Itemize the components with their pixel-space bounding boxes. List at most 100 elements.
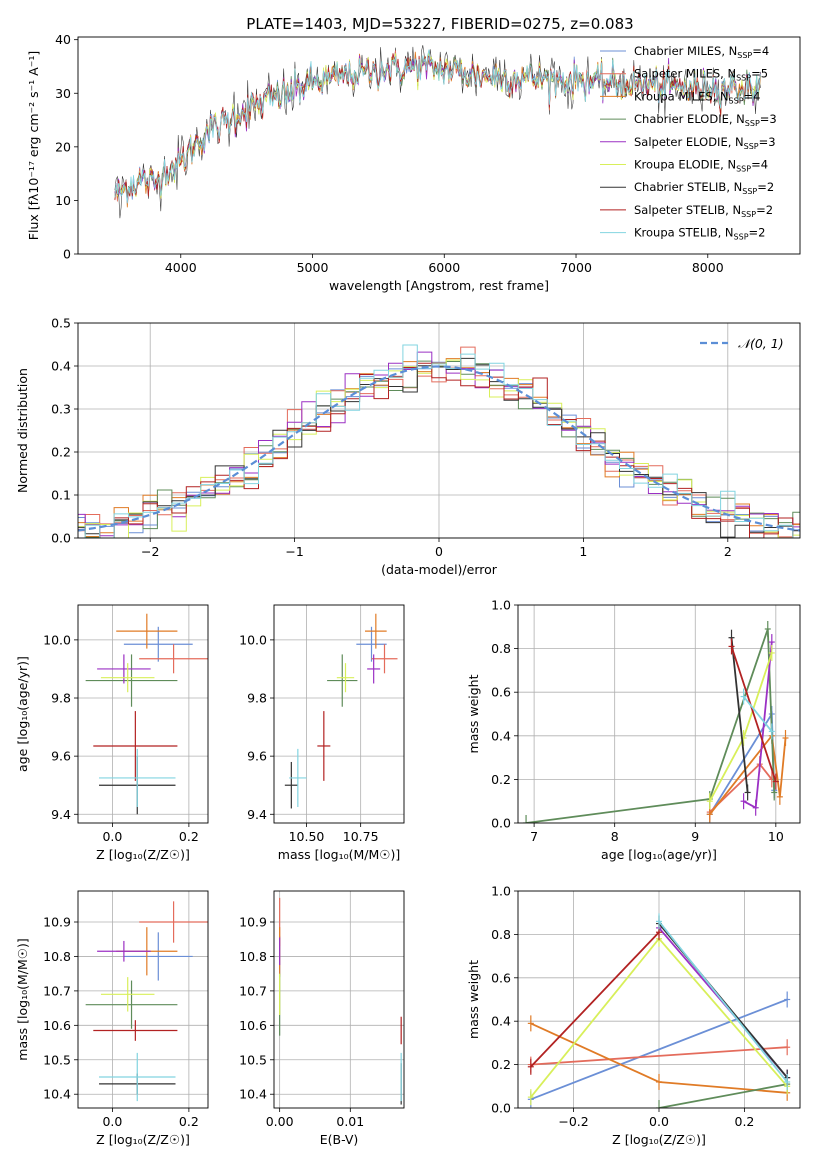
legend-value: =4 <box>744 89 761 103</box>
x-axis-label: mass [log₁₀(M/M☉)] <box>278 847 400 862</box>
legend-value: =3 <box>759 135 776 149</box>
spectrum-line-8 <box>114 49 761 204</box>
legend-value: =2 <box>756 203 773 217</box>
y-tick-label: 9.6 <box>51 749 71 764</box>
x-tick-label: 9 <box>691 829 699 844</box>
panel-mass_vs_ebv: 0.00 0.01 10.4 10.5 10.6 10.7 10.8 10.9 E(B-V) <box>239 890 405 1147</box>
x-tick-label: 0.0 <box>102 829 122 844</box>
legend-subscript: SSP <box>734 233 749 242</box>
panel-weight_vs_age: 7 8 9 10 0.0 0.2 0.4 0.6 0.8 1.0 age [log₁₀(age/yr… <box>466 598 801 862</box>
axes-frame <box>517 604 801 824</box>
weight-line-6 <box>730 637 749 793</box>
y-tick-label: 10 <box>55 193 71 208</box>
y-tick-label: 0.8 <box>491 641 511 656</box>
y-tick-label: 0.6 <box>491 685 511 700</box>
y-tick-label: 0 <box>63 247 71 262</box>
y-tick-label: 10.8 <box>239 949 267 964</box>
y-tick-label: 9.8 <box>51 691 71 706</box>
x-tick-label: 0.2 <box>735 1114 755 1129</box>
x-tick-label: 0 <box>435 544 443 559</box>
x-tick-label: 10.75 <box>343 829 379 844</box>
y-tick-label: 0.0 <box>491 1101 511 1116</box>
y-tick-label: 0.0 <box>491 816 511 831</box>
x-tick-label: 8000 <box>692 260 724 275</box>
y-axis-label: Flux [fλ10⁻¹⁷ erg cm⁻² s⁻¹ A⁻¹] <box>26 51 41 240</box>
y-tick-label: 10.4 <box>239 1087 267 1102</box>
plot-area <box>78 605 208 823</box>
panel-age_vs_mass: 10.50 10.75 9.4 9.6 9.8 10.0 mass [log₁₀(M/M☉)… <box>239 604 405 862</box>
x-axis-label: Z [log₁₀(Z/Z☉)] <box>96 1132 190 1147</box>
y-tick-label: 30 <box>55 86 71 101</box>
x-axis-label: age [log₁₀(age/yr)] <box>601 847 717 862</box>
x-tick-label: 6000 <box>428 260 460 275</box>
y-tick-label: 10.9 <box>43 915 71 930</box>
x-tick-label: 0.0 <box>102 1114 122 1129</box>
x-tick-label: −1 <box>285 544 303 559</box>
y-tick-label: 0.4 <box>51 359 71 374</box>
y-tick-label: 10.6 <box>239 1018 267 1033</box>
axes-frame <box>77 36 801 255</box>
x-tick-label: 0.2 <box>179 1114 199 1129</box>
plot-area <box>78 323 800 538</box>
y-axis-label: age [log₁₀(age/yr)] <box>15 656 30 772</box>
y-tick-label: 0.4 <box>491 728 511 743</box>
x-tick-label: 7 <box>530 829 538 844</box>
weight-line-1 <box>530 1046 788 1066</box>
x-tick-label: 0.00 <box>266 1114 294 1129</box>
y-tick-label: 0.6 <box>491 970 511 985</box>
weight-line-8 <box>658 920 788 1083</box>
y-tick-label: 0.2 <box>491 1057 511 1072</box>
x-axis-label: (data-model)/error <box>381 562 498 577</box>
x-tick-label: 0.0 <box>649 1114 669 1129</box>
y-tick-label: 40 <box>55 32 71 47</box>
legend-subscript: SSP <box>744 142 759 151</box>
weight-line-0 <box>709 710 776 815</box>
legend-entry: Kroupa ELODIE, NSSP=4 <box>634 158 768 174</box>
y-tick-label: 0.5 <box>51 316 71 331</box>
y-tick-label: 9.4 <box>51 807 71 822</box>
legend-value: =2 <box>757 180 774 194</box>
y-tick-label: 10.7 <box>43 983 71 998</box>
x-tick-label: 0.01 <box>336 1114 364 1129</box>
axes-frame <box>273 890 405 1109</box>
y-tick-label: 10.7 <box>239 983 267 998</box>
legend-subscript: SSP <box>742 187 757 196</box>
y-tick-label: 0.0 <box>51 531 71 546</box>
x-tick-label: 10.50 <box>289 829 325 844</box>
axes-frame <box>77 890 209 1109</box>
legend-value: =2 <box>749 226 766 240</box>
y-tick-label: 10.5 <box>239 1052 267 1067</box>
x-tick-label: 7000 <box>560 260 592 275</box>
y-tick-label: 9.6 <box>247 749 267 764</box>
x-axis-label: E(B-V) <box>320 1132 359 1147</box>
histogram-8 <box>78 344 800 538</box>
weight-line-8 <box>742 696 773 732</box>
legend-value: =3 <box>760 112 777 126</box>
legend-subscript: SSP <box>729 96 744 105</box>
y-axis-label: mass [log₁₀(M/M☉)] <box>15 938 30 1060</box>
y-tick-label: 0.8 <box>491 927 511 942</box>
x-axis-label: Z [log₁₀(Z/Z☉)] <box>612 1132 706 1147</box>
plot-area <box>518 891 800 1108</box>
y-tick-label: 0.2 <box>51 445 71 460</box>
y-tick-label: 0.1 <box>51 488 71 503</box>
legend-entry: Kroupa STELIB, NSSP=2 <box>634 226 765 242</box>
legend-subscript: SSP <box>745 119 760 128</box>
y-axis-label: mass weight <box>466 674 481 753</box>
plot-area <box>274 605 404 823</box>
x-tick-label: 2 <box>724 544 732 559</box>
panel-residuals: −2 −1 0 1 2 0.0 0.1 0.2 0.3 0.4 0.5 (data-model)/er… <box>15 316 801 577</box>
axes-frame <box>273 604 405 824</box>
weight-line-0 <box>530 998 788 1101</box>
y-tick-label: 10.0 <box>43 632 71 647</box>
y-tick-label: 10.9 <box>239 915 267 930</box>
legend-value: =5 <box>751 67 768 81</box>
legend-entry: Chabrier ELODIE, NSSP=3 <box>634 112 777 128</box>
plot-area <box>114 45 761 219</box>
y-axis-label: mass weight <box>466 960 481 1039</box>
weight-line-7 <box>530 931 660 1068</box>
legend-entry: Chabrier MILES, NSSP=4 <box>634 44 769 60</box>
x-tick-label: 1 <box>579 544 587 559</box>
y-tick-label: 0.4 <box>491 1014 511 1029</box>
y-tick-label: 10.5 <box>43 1052 71 1067</box>
